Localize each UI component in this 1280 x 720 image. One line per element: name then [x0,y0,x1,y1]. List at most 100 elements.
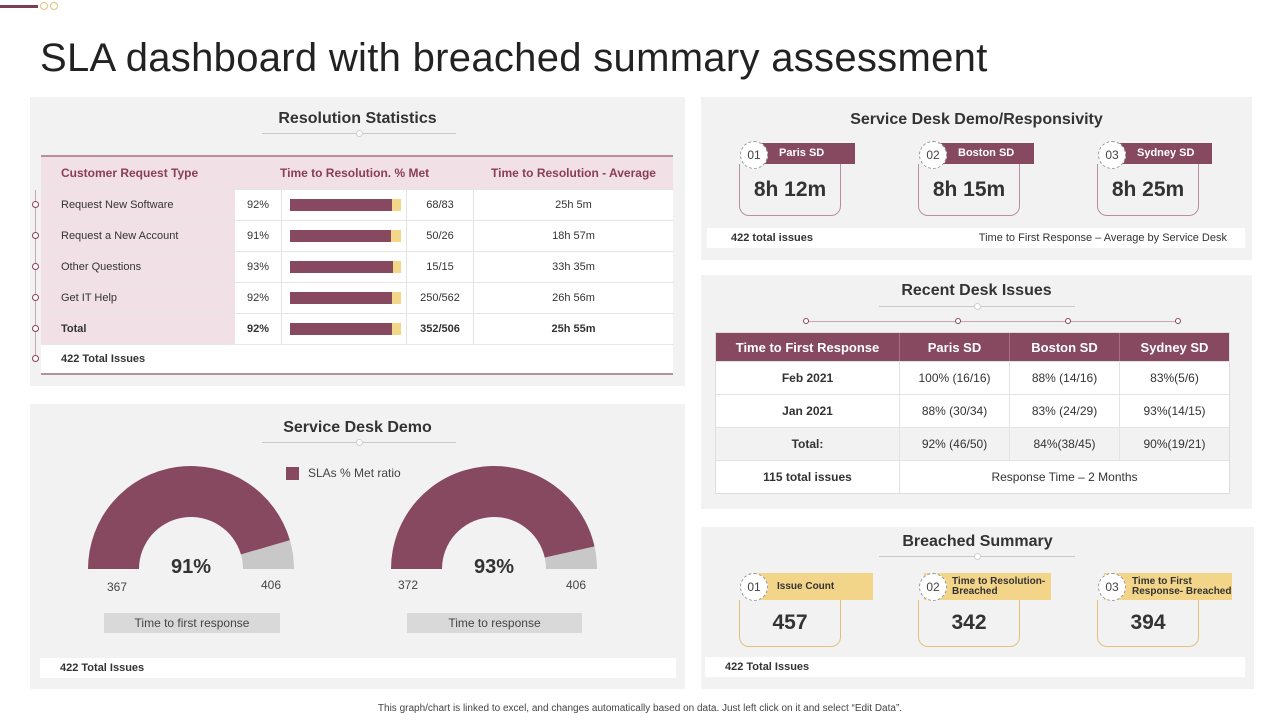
bar-fill [290,261,394,273]
card-number: 02 [919,141,947,169]
column-marker-dot [1065,318,1071,324]
table-footer: 422 Total Issues [41,344,673,373]
met-fraction: 15/15 [407,252,474,282]
footer-caption: Response Time – 2 Months [991,470,1138,484]
panel-heading: Recent Desk Issues [901,282,1052,299]
gauge-right-count: 406 [566,578,587,592]
card-value: 457 [772,611,808,634]
panel-heading: Breached Summary [902,533,1053,550]
bar-fill [290,323,393,335]
heading-underline [262,130,456,137]
gauge-value: 91% [171,556,212,578]
gauge-unmet-segment [240,540,294,569]
card-number: 01 [740,573,768,601]
heading-underline [879,303,1075,310]
heading-underline [879,553,1075,560]
boston-sd-tag: Boston SD [928,143,1034,164]
card-value: 8h 25m [1111,178,1185,201]
request-type: Other Questions [41,252,235,282]
column-header: Paris SD [900,333,1010,361]
panel-footer: 422 Total Issues [40,658,676,678]
met-fraction: 250/562 [407,283,474,313]
column-marker-line [806,321,1178,322]
met-percent: 91% [235,221,282,251]
met-percent: 92% [235,283,282,313]
legend-label: SLAs % Met ratio [308,466,401,480]
card-value: 8h 15m [932,178,1006,201]
met-percent: 93% [235,252,282,282]
met-bar [282,314,407,344]
gauge-label: Time to response [407,613,582,633]
table-cell: 83% (24/29) [1010,395,1120,427]
gauge-unmet-segment [544,546,597,569]
issue-count-tag: Issue Count [749,573,873,600]
row-marker-line [35,190,36,360]
table-header: Customer Request Type Time to Resolution… [41,157,673,189]
request-type: Total [41,314,235,344]
bar-track [290,292,401,304]
bar-track [290,323,401,335]
table-row: Feb 2021 100% (16/16) 88% (14/16) 83%(5/6) [716,361,1229,394]
table-cell: 92% (46/50) [900,428,1010,460]
row-marker-dot [32,355,39,362]
paris-sd-card: 8h 12m [739,164,841,216]
column-marker-dot [1175,318,1181,324]
bar-track [290,261,401,273]
request-type: Get IT Help [41,283,235,313]
table-row: Get IT Help 92% 250/562 26h 56m [41,282,673,313]
column-marker-dot [803,318,809,324]
average-time: 26h 56m [552,292,595,304]
header-accent-dot [40,2,48,10]
table-cell: 100% (16/16) [900,362,1010,394]
table-cell: 88% (30/34) [900,395,1010,427]
met-bar [282,252,407,282]
table-cell: Jan 2021 [716,395,900,427]
table-cell: 88% (14/16) [1010,362,1120,394]
footer-total: 115 total issues [716,461,900,493]
panel-footer: 422 Total Issues [705,657,1245,677]
met-percent: 92% [235,190,282,220]
issue-count-card: 457 [739,600,841,647]
gauge-chart-response [391,466,597,569]
column-header: Time to Resolution. % Met [280,166,430,180]
sydney-sd-tag: Sydney SD [1107,143,1212,164]
gauge-right-count: 406 [261,578,282,592]
table-row: Total 92% 352/506 25h 55m [41,313,673,344]
page-title: SLA dashboard with breached summary asse… [40,36,988,80]
met-fraction: 352/506 [407,314,474,344]
request-type: Request a New Account [41,221,235,251]
boston-sd-card: 8h 15m [918,164,1020,216]
sydney-sd-card: 8h 25m [1097,164,1199,216]
table-row: Jan 2021 88% (30/34) 83% (24/29) 93%(14/15) [716,394,1229,427]
gauge-met-segment [391,466,595,569]
first-response-breached-card: 394 [1097,600,1199,647]
table-cell: 93%(14/15) [1143,404,1206,418]
bar-track [290,199,401,211]
panel-footer: 422 total issues Time to First Response … [707,228,1245,248]
resolution-table: Customer Request Type Time to Resolution… [41,155,673,375]
heading-underline [262,439,456,446]
resolution-breached-card: 342 [918,600,1020,647]
card-number: 01 [740,141,768,169]
breached-summary-panel: Breached Summary 422 Total Issues [701,527,1254,689]
chart-legend: SLAs % Met ratio [286,466,401,480]
table-row: Total: 92% (46/50) 84%(38/45) 90%(19/21) [716,427,1229,460]
gauge-left-count: 367 [107,580,128,594]
met-fraction: 68/83 [407,190,474,220]
request-type: Request New Software [41,190,235,220]
column-header: Time to First Response [716,333,900,361]
card-number: 03 [1098,573,1126,601]
table-header: Time to First Response Paris SD Boston S… [716,333,1229,361]
row-marker-dot [32,232,39,239]
column-header: Boston SD [1010,333,1120,361]
footer-caption: Time to First Response – Average by Serv… [978,232,1227,244]
bar-fill [290,199,393,211]
card-number: 03 [1098,141,1126,169]
header-accent-dot [50,2,58,10]
table-row: Request a New Account 91% 50/26 18h 57m [41,220,673,251]
met-bar [282,283,407,313]
gauge-left-count: 372 [398,578,419,592]
footer-total: 422 total issues [731,232,813,244]
table-cell: 84%(38/45) [1010,428,1120,460]
column-header: Customer Request Type [61,166,199,180]
